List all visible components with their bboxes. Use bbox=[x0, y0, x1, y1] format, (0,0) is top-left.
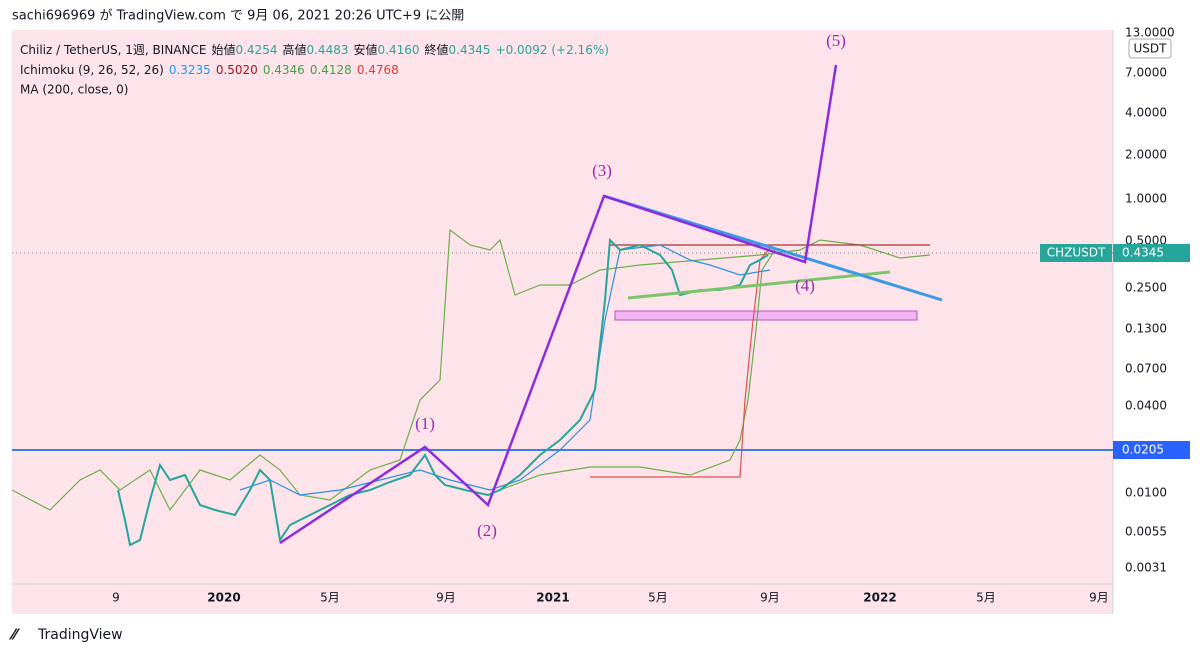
ichimoku-span bbox=[11, 228, 931, 512]
brand-logo: ⁄⁄ bbox=[9, 626, 21, 644]
price-badge bbox=[1113, 244, 1190, 262]
x-tick-label: 5月 bbox=[648, 591, 668, 605]
change: +0.0092 (+2.16%) bbox=[496, 43, 609, 57]
x-tick-label: 9 bbox=[112, 591, 120, 605]
wave-label: (4) bbox=[795, 276, 815, 295]
indicator-value: 0.4128 bbox=[310, 63, 352, 77]
y-tick-label: 13.0000 bbox=[1125, 26, 1175, 40]
ichimoku-span bbox=[499, 249, 776, 491]
wave-label: (5) bbox=[826, 31, 846, 50]
indicator-value: 0.5020 bbox=[216, 63, 258, 77]
symbol: Chiliz / TetherUS, 1週, BINANCE bbox=[20, 43, 206, 57]
wave-path bbox=[279, 64, 838, 545]
level-badge bbox=[1113, 441, 1190, 459]
currency-box bbox=[1128, 38, 1172, 59]
zone bbox=[614, 310, 918, 321]
ohlc-value: 0.4345 bbox=[449, 43, 491, 57]
y-tick-label: 0.0055 bbox=[1125, 525, 1167, 539]
wave-label: (3) bbox=[592, 161, 612, 180]
x-tick-label: 5月 bbox=[320, 591, 340, 605]
currency: USDT bbox=[1134, 42, 1168, 56]
x-tick-label: 2022 bbox=[863, 591, 896, 605]
x-tick-label: 2021 bbox=[536, 591, 569, 605]
x-tick-label: 2020 bbox=[207, 591, 240, 605]
symbol-badge-text: CHZUSDT bbox=[1047, 246, 1106, 260]
x-tick-label: 9月 bbox=[760, 591, 780, 605]
ohlc-value: 0.4160 bbox=[378, 43, 420, 57]
chart-area bbox=[12, 30, 1113, 614]
price-badge-text: 0.4345 bbox=[1122, 246, 1164, 260]
brand: TradingView bbox=[37, 627, 123, 643]
indicator-value: 0.4768 bbox=[357, 63, 399, 77]
y-tick-label: 1.0000 bbox=[1125, 192, 1167, 206]
conversion-line bbox=[239, 244, 771, 496]
x-tick-label: 9月 bbox=[436, 591, 456, 605]
legend-ma: MA (200, close, 0) bbox=[20, 83, 128, 97]
ohlc-label: 終値 bbox=[425, 42, 449, 57]
y-tick-label: 0.0400 bbox=[1125, 399, 1167, 413]
symbol-badge bbox=[1040, 244, 1112, 262]
x-tick-label: 5月 bbox=[976, 591, 996, 605]
ohlc-value: 0.4483 bbox=[306, 43, 348, 57]
wave-label: (2) bbox=[477, 521, 497, 540]
level-badge-text: 0.0205 bbox=[1122, 443, 1164, 457]
y-tick-label: 7.0000 bbox=[1125, 66, 1167, 80]
ohlc-value: 0.4254 bbox=[235, 43, 277, 57]
y-tick-label: 0.0700 bbox=[1125, 362, 1167, 376]
wave-label: (1) bbox=[415, 414, 435, 433]
indicator-value: 0.4346 bbox=[263, 63, 305, 77]
indicator: Ichimoku (9, 26, 52, 26) bbox=[20, 63, 164, 77]
y-tick-label: 2.0000 bbox=[1125, 148, 1167, 162]
y-tick-label: 0.0031 bbox=[1125, 561, 1167, 575]
indicator-value: 0.3235 bbox=[169, 63, 211, 77]
ohlc-label: 始値 bbox=[211, 42, 235, 57]
price bbox=[117, 237, 769, 547]
y-tick-label: 0.0100 bbox=[1125, 486, 1167, 500]
legend-row: Ichimoku (9, 26, 52, 26) 0.3235 0.5020 0.43… bbox=[20, 63, 399, 77]
y-tick-label: 0.2500 bbox=[1125, 281, 1167, 295]
ohlc-label: 高値 bbox=[282, 42, 306, 57]
y-tick-label: 4.0000 bbox=[1125, 106, 1167, 120]
legend-row: Chiliz / TetherUS, 1週, BINANCE 始値0.4254 高値… bbox=[20, 42, 609, 57]
x-tick-label: 9月 bbox=[1089, 591, 1109, 605]
y-tick-label: 0.1300 bbox=[1125, 322, 1167, 336]
header-text: sachi696969 が TradingView.com で 9月 06, 2… bbox=[12, 9, 464, 24]
trend-line bbox=[627, 270, 891, 300]
ohlc-label: 安値 bbox=[353, 42, 377, 57]
